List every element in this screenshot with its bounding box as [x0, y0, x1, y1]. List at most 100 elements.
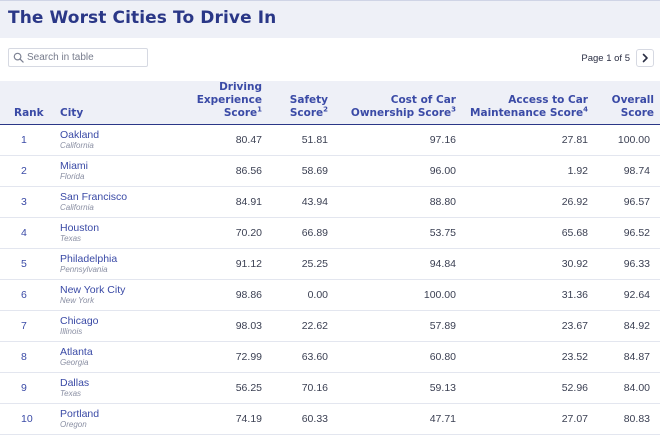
overall-score-cell: 84.87 [623, 351, 650, 363]
driving-score-cell: 84.91 [235, 196, 262, 208]
overall-score-cell: 84.00 [623, 382, 650, 394]
state-name: Oregon [60, 420, 87, 429]
safety-score-cell: 58.69 [301, 165, 328, 177]
city-cell: Houston Texas [54, 218, 158, 249]
cost-score-cell: 88.80 [429, 196, 456, 208]
city-cell: Oakland California [54, 125, 158, 156]
table-row: 3 San Francisco California 84.91 43.94 88.80 2… [0, 187, 660, 218]
city-name: Chicago [60, 315, 99, 327]
rank-cell: 4 [21, 227, 27, 239]
column-header-overall[interactable]: Overall Score [594, 81, 660, 125]
table-row: 9 Dallas Texas 56.25 70.16 59.13 52.96 84.00 [0, 373, 660, 404]
safety-score-cell: 43.94 [301, 196, 328, 208]
safety-score-cell: 60.33 [301, 413, 328, 425]
table-row: 1 Oakland California 80.47 51.81 97.16 27.81 10… [0, 125, 660, 156]
cost-score-cell: 60.80 [429, 351, 456, 363]
safety-score-cell: 0.00 [307, 289, 328, 301]
title-bar: The Worst Cities To Drive In [0, 0, 660, 38]
table-row: 7 Chicago Illinois 98.03 22.62 57.89 23.67 84.9… [0, 311, 660, 342]
state-name: New York [60, 296, 95, 305]
city-name: Dallas [60, 377, 90, 389]
safety-score-cell: 63.60 [301, 351, 328, 363]
column-header-city[interactable]: City [54, 81, 158, 125]
state-name: Texas [60, 389, 82, 398]
driving-score-cell: 80.47 [235, 134, 262, 146]
city-name: San Francisco [60, 191, 128, 203]
overall-score-cell: 96.52 [623, 227, 650, 239]
maintenance-score-cell: 27.07 [561, 413, 588, 425]
driving-score-cell: 70.20 [235, 227, 262, 239]
next-page-button[interactable] [636, 49, 654, 67]
cost-score-cell: 59.13 [429, 382, 456, 394]
maintenance-score-cell: 23.52 [561, 351, 588, 363]
column-header-cost-of-ownership[interactable]: Cost of Car Ownership Score3 [334, 81, 462, 125]
overall-score-cell: 96.33 [623, 258, 650, 270]
chevron-right-icon [642, 53, 648, 63]
column-header-maintenance-access[interactable]: Access to Car Maintenance Score4 [462, 81, 594, 125]
driving-score-cell: 91.12 [235, 258, 262, 270]
pagination: Page 1 of 5 [581, 49, 654, 67]
driving-score-cell: 72.99 [235, 351, 262, 363]
maintenance-score-cell: 26.92 [561, 196, 588, 208]
overall-score-cell: 80.83 [623, 413, 650, 425]
table-toolbar: Page 1 of 5 [0, 38, 660, 81]
maintenance-score-cell: 27.81 [561, 134, 588, 146]
table-header-row: Rank City Driving Experience Score1 Safet… [0, 81, 660, 125]
rank-cell: 2 [21, 165, 27, 177]
city-cell: Portland Oregon [54, 404, 158, 435]
safety-score-cell: 25.25 [301, 258, 328, 270]
city-cell: San Francisco California [54, 187, 158, 218]
city-cell: Dallas Texas [54, 373, 158, 404]
rank-cell: 9 [21, 382, 27, 394]
driving-score-cell: 74.19 [235, 413, 262, 425]
safety-score-cell: 66.89 [301, 227, 328, 239]
state-name: Florida [60, 172, 85, 181]
state-name: Georgia [60, 358, 89, 367]
cost-score-cell: 96.00 [429, 165, 456, 177]
maintenance-score-cell: 1.92 [567, 165, 588, 177]
state-name: California [60, 141, 94, 150]
driving-score-cell: 98.03 [235, 320, 262, 332]
search-box[interactable] [8, 48, 148, 67]
rankings-table-container: Rank City Driving Experience Score1 Safet… [0, 81, 660, 440]
city-name: Philadelphia [60, 253, 118, 265]
rankings-table: Rank City Driving Experience Score1 Safet… [0, 81, 660, 435]
city-cell: Atlanta Georgia [54, 342, 158, 373]
column-header-safety[interactable]: Safety Score2 [268, 81, 334, 125]
overall-score-cell: 100.00 [617, 134, 650, 146]
maintenance-score-cell: 30.92 [561, 258, 588, 270]
city-name: New York City [60, 284, 126, 296]
city-cell: New York City New York [54, 280, 158, 311]
cost-score-cell: 57.89 [429, 320, 456, 332]
maintenance-score-cell: 23.67 [561, 320, 588, 332]
table-row: 8 Atlanta Georgia 72.99 63.60 60.80 23.52 84.87 [0, 342, 660, 373]
table-row: 2 Miami Florida 86.56 58.69 96.00 1.92 98.74 [0, 156, 660, 187]
city-name: Houston [60, 222, 100, 234]
page-title: The Worst Cities To Drive In [8, 8, 277, 28]
cost-score-cell: 97.16 [429, 134, 456, 146]
page-indicator: Page 1 of 5 [581, 52, 630, 64]
table-row: 6 New York City New York 98.86 0.00 100.00 31.… [0, 280, 660, 311]
rank-cell: 8 [21, 351, 27, 363]
column-header-driving-experience[interactable]: Driving Experience Score1 [158, 81, 268, 125]
safety-score-cell: 51.81 [301, 134, 328, 146]
safety-score-cell: 70.16 [301, 382, 328, 394]
search-input[interactable] [27, 50, 145, 65]
column-header-rank[interactable]: Rank [0, 81, 54, 125]
cost-score-cell: 94.84 [429, 258, 456, 270]
table-row: 5 Philadelphia Pennsylvania 91.12 25.25 94.84… [0, 249, 660, 280]
city-cell: Philadelphia Pennsylvania [54, 249, 158, 280]
city-name: Oakland [60, 129, 100, 141]
state-name: California [60, 203, 94, 212]
driving-score-cell: 86.56 [235, 165, 262, 177]
city-cell: Miami Florida [54, 156, 158, 187]
table-row: 10 Portland Oregon 74.19 60.33 47.71 27.07 80.8… [0, 404, 660, 435]
state-name: Texas [60, 234, 82, 243]
rank-cell: 5 [21, 258, 27, 270]
rank-cell: 10 [21, 413, 33, 425]
overall-score-cell: 92.64 [623, 289, 650, 301]
maintenance-score-cell: 65.68 [561, 227, 588, 239]
rank-cell: 7 [21, 320, 27, 332]
driving-score-cell: 56.25 [235, 382, 262, 394]
cost-score-cell: 47.71 [429, 413, 456, 425]
